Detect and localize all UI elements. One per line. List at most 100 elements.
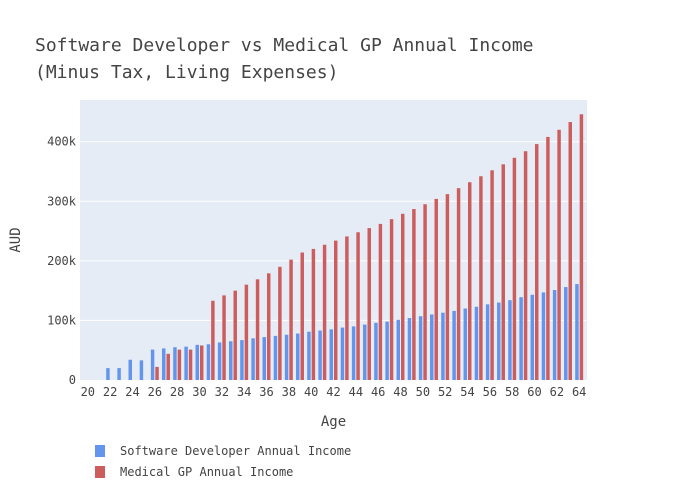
bar xyxy=(217,342,222,380)
chart-title-line-1: Software Developer vs Medical GP Annual … xyxy=(35,35,534,56)
x-tick-label: 60 xyxy=(527,385,541,399)
bar xyxy=(374,322,378,380)
y-tick-labels: 0 100k 200k 300k 400k xyxy=(47,135,77,387)
bar xyxy=(262,337,266,380)
x-tick-label: 52 xyxy=(438,385,452,399)
bar xyxy=(430,314,434,380)
bar-series xyxy=(106,284,579,380)
legend-label: Medical GP Annual Income xyxy=(120,465,293,479)
x-tick-label: 56 xyxy=(483,385,497,399)
bar xyxy=(318,330,322,380)
bar xyxy=(423,204,427,380)
bar xyxy=(229,341,233,380)
bar xyxy=(385,321,389,380)
bars xyxy=(106,114,584,381)
bar xyxy=(441,312,445,380)
bar xyxy=(233,290,237,380)
bar xyxy=(266,273,271,380)
bar xyxy=(284,334,289,380)
legend-swatch xyxy=(95,445,105,457)
bar xyxy=(463,308,468,380)
x-tick-label: 28 xyxy=(170,385,184,399)
bar xyxy=(557,129,561,380)
legend-item[interactable]: Medical GP Annual Income xyxy=(95,465,293,479)
bar xyxy=(568,122,572,381)
y-tick-label: 300k xyxy=(47,194,77,208)
x-tick-label: 42 xyxy=(326,385,340,399)
chart-title-line-2: (Minus Tax, Living Expenses) xyxy=(35,62,338,83)
bar xyxy=(289,259,293,380)
legend-item[interactable]: Software Developer Annual Income xyxy=(95,444,351,458)
x-tick-label: 32 xyxy=(215,385,229,399)
x-tick-label: 64 xyxy=(572,385,586,399)
bar xyxy=(508,300,512,380)
bar xyxy=(456,188,461,380)
bar xyxy=(367,228,371,380)
bar xyxy=(177,349,182,380)
bar xyxy=(479,176,483,380)
x-tick-label: 24 xyxy=(125,385,139,399)
bar xyxy=(340,327,345,380)
bar xyxy=(184,346,188,380)
bar xyxy=(396,319,401,380)
bar xyxy=(244,284,249,380)
x-tick-label: 62 xyxy=(550,385,564,399)
y-tick-label: 100k xyxy=(47,313,77,327)
bar xyxy=(199,345,204,380)
bar xyxy=(552,290,557,380)
bar xyxy=(322,244,327,380)
bar xyxy=(307,331,311,380)
bar xyxy=(418,316,423,380)
bar xyxy=(117,368,121,380)
bar xyxy=(401,213,405,380)
bar xyxy=(278,266,282,380)
x-axis-title: Age xyxy=(321,414,346,430)
y-axis-title: AUD xyxy=(8,227,24,252)
bar xyxy=(530,294,535,380)
bar xyxy=(329,329,333,380)
x-tick-label: 48 xyxy=(393,385,407,399)
bar xyxy=(150,349,155,380)
bar xyxy=(273,335,278,380)
bar xyxy=(546,136,550,380)
x-tick-label: 58 xyxy=(505,385,519,399)
bar xyxy=(155,366,159,380)
bar xyxy=(512,157,517,380)
bar xyxy=(412,209,416,380)
bar xyxy=(334,240,338,380)
bar xyxy=(434,198,438,380)
bar xyxy=(345,236,349,380)
x-tick-label: 54 xyxy=(460,385,474,399)
bar xyxy=(564,287,568,380)
bar xyxy=(490,170,494,380)
bar xyxy=(251,338,255,380)
bar xyxy=(255,279,260,380)
x-tick-label: 40 xyxy=(304,385,318,399)
bar xyxy=(195,344,199,380)
bar xyxy=(162,348,166,380)
bar xyxy=(188,349,193,380)
x-tick-label: 34 xyxy=(237,385,251,399)
bar xyxy=(579,114,584,380)
y-tick-label: 200k xyxy=(47,254,77,268)
x-tick-label: 36 xyxy=(259,385,273,399)
x-tick-label: 50 xyxy=(416,385,430,399)
bar xyxy=(523,151,528,380)
bar xyxy=(452,310,456,380)
bar xyxy=(474,306,479,380)
bar xyxy=(445,194,450,380)
x-tick-label: 20 xyxy=(81,385,95,399)
bar xyxy=(378,223,383,380)
bar xyxy=(541,292,546,380)
bar xyxy=(173,347,177,380)
x-tick-label: 30 xyxy=(192,385,206,399)
bar xyxy=(575,284,579,380)
x-tick-label: 46 xyxy=(371,385,385,399)
bar xyxy=(468,182,472,380)
x-tick-label: 26 xyxy=(148,385,162,399)
bar-series xyxy=(155,114,584,381)
bar xyxy=(351,326,356,380)
legend: Software Developer Annual Income Medical … xyxy=(95,444,351,479)
